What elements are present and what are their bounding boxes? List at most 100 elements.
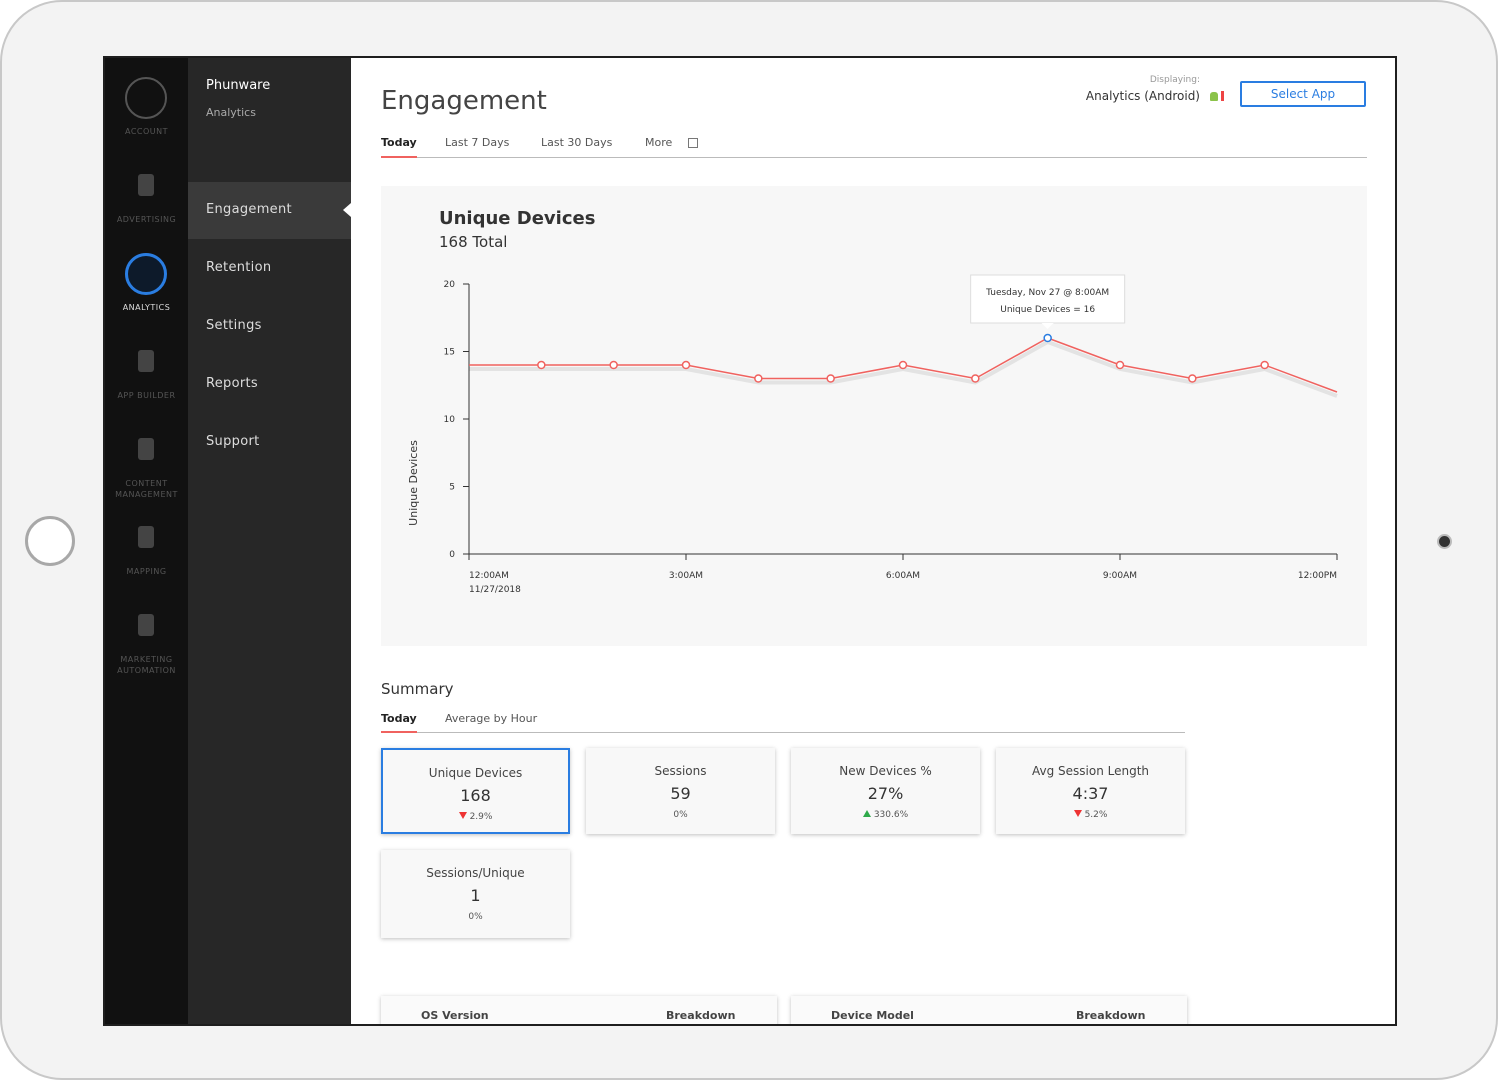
menu-item[interactable]: Settings: [206, 318, 262, 333]
x-tick-label: 6:00AM: [886, 571, 920, 581]
x-tick-label: 12:00AM: [469, 571, 509, 581]
date-tabs: Today Last 7 Days Last 30 Days More: [381, 136, 1367, 158]
summary-tab[interactable]: Today: [381, 712, 417, 733]
trend-arrow: [862, 810, 871, 817]
data-point: [681, 360, 691, 370]
icon-label: ADVERTISING: [116, 215, 177, 224]
icon-sidebar: ACCOUNT ADVERTISING ANALYTICS APP BUILDER CO…: [105, 58, 188, 1024]
change-value: 330.6%: [873, 810, 909, 820]
card-change: 0%: [381, 912, 570, 922]
data-point: [826, 374, 835, 383]
tooltip: Tuesday, Nov 27 @ 8:00AM Unique Devices =…: [970, 274, 1126, 329]
trend-arrow: [458, 812, 467, 819]
y-tick-label: 15: [444, 348, 455, 358]
y-tick-label: 10: [444, 415, 456, 425]
change-value: 5.2%: [1084, 810, 1108, 820]
menu-item[interactable]: Retention: [206, 260, 272, 275]
nav-icon[interactable]: [138, 438, 154, 460]
card-value: 59: [670, 784, 691, 803]
home-button[interactable]: [25, 516, 75, 566]
summary-title: Summary: [381, 680, 454, 698]
page-title: Engagement: [381, 86, 547, 116]
card-label: New Devices %: [839, 764, 932, 778]
summary-tabs: Today Average by Hour: [381, 712, 1185, 733]
change-value: 2.9%: [469, 812, 493, 822]
change-value: 0%: [468, 912, 483, 922]
data-point: [754, 374, 763, 383]
menu-item[interactable]: Engagement: [188, 182, 351, 239]
icon-label: ANALYTICS: [122, 303, 171, 312]
date-tab[interactable]: More: [645, 136, 673, 149]
data-point: [1260, 360, 1269, 370]
date-tab[interactable]: Last 7 Days: [445, 136, 510, 149]
nav-icon[interactable]: [138, 174, 154, 196]
card-value: 4:37: [1072, 784, 1109, 803]
nav-icon[interactable]: [138, 526, 154, 548]
menu-item[interactable]: Reports: [206, 376, 258, 391]
screen: ACCOUNT ADVERTISING ANALYTICS APP BUILDER CO…: [103, 56, 1397, 1026]
calendar-icon[interactable]: [688, 138, 698, 148]
account-icon[interactable]: [125, 77, 167, 119]
select-app-button[interactable]: Select App: [1240, 81, 1366, 107]
x-tick-label: 3:00AM: [669, 571, 703, 581]
summary-tab[interactable]: Average by Hour: [445, 712, 538, 725]
tooltip-box: [970, 274, 1126, 324]
tooltip-title: Tuesday, Nov 27 @ 8:00AM: [985, 288, 1109, 298]
displaying-label: Displaying:: [1149, 75, 1200, 85]
y-tick-label: 0: [449, 550, 455, 560]
x-tick-label: 12:00PM: [1298, 571, 1337, 581]
card-label: Unique Devices: [428, 766, 523, 780]
chart-subtitle: 168 Total: [439, 233, 507, 251]
card-label: Sessions: [654, 764, 707, 778]
icon-label: MAPPING: [126, 567, 167, 576]
tooltip-pointer: [1041, 323, 1054, 329]
summary-card[interactable]: Sessions 59 0%: [586, 748, 775, 834]
data-point: [898, 360, 908, 370]
icon-label: ACCOUNT: [124, 127, 169, 136]
brand-name: Phunware: [206, 78, 271, 93]
card-change: 5.2%: [996, 810, 1185, 820]
brand-product: Analytics: [206, 106, 256, 119]
date-tab[interactable]: Last 30 Days: [541, 136, 613, 149]
data-point: [1115, 360, 1125, 370]
menu-sidebar: Phunware Analytics Engagement Retention Se…: [188, 58, 351, 1024]
card-value: 1: [470, 886, 481, 905]
x-date-label: 11/27/2018: [469, 585, 521, 595]
card-change: 330.6%: [791, 810, 980, 820]
icon-label: APP BUILDER: [117, 391, 176, 400]
nav-icon[interactable]: [138, 614, 154, 636]
summary-card[interactable]: Avg Session Length 4:37 5.2%: [996, 748, 1185, 834]
android-icon: [1210, 92, 1218, 101]
summary-card[interactable]: New Devices % 27% 330.6%: [791, 748, 980, 834]
tooltip-text: Unique Devices = 16: [1000, 305, 1095, 315]
menu-item[interactable]: Support: [206, 434, 260, 449]
analytics-icon[interactable]: [125, 253, 167, 295]
change-value: 0%: [673, 810, 688, 820]
table-card: OS Version Breakdown: [381, 996, 777, 1024]
card-value: 27%: [867, 784, 904, 803]
status-bar: [1221, 91, 1224, 101]
chart-panel: [381, 186, 1367, 646]
data-point: [537, 360, 546, 370]
data-point: [1188, 374, 1197, 383]
card-change: 2.9%: [383, 812, 568, 822]
trend-arrow: [1073, 810, 1082, 817]
y-tick-label: 20: [444, 280, 456, 290]
x-tick-label: 9:00AM: [1103, 571, 1137, 581]
data-point: [1043, 333, 1052, 343]
table-header: Breakdown: [666, 1009, 736, 1022]
card-label: Avg Session Length: [1031, 764, 1150, 778]
summary-card[interactable]: Sessions/Unique 1 0%: [381, 850, 570, 938]
icon-label: MARKETING AUTOMATION: [117, 655, 176, 675]
date-tab[interactable]: Today: [381, 136, 417, 158]
chart: Unique Devices 168 Total Unique Devices …: [407, 208, 1338, 595]
data-point: [609, 360, 618, 370]
card-value: 168: [460, 786, 491, 805]
nav-icon[interactable]: [138, 350, 154, 372]
data-point: [971, 374, 980, 383]
table-header: OS Version: [421, 1009, 489, 1022]
chart-title: Unique Devices: [439, 208, 595, 229]
table-header: Breakdown: [1076, 1009, 1146, 1022]
summary-card[interactable]: Unique Devices 168 2.9%: [381, 748, 570, 834]
